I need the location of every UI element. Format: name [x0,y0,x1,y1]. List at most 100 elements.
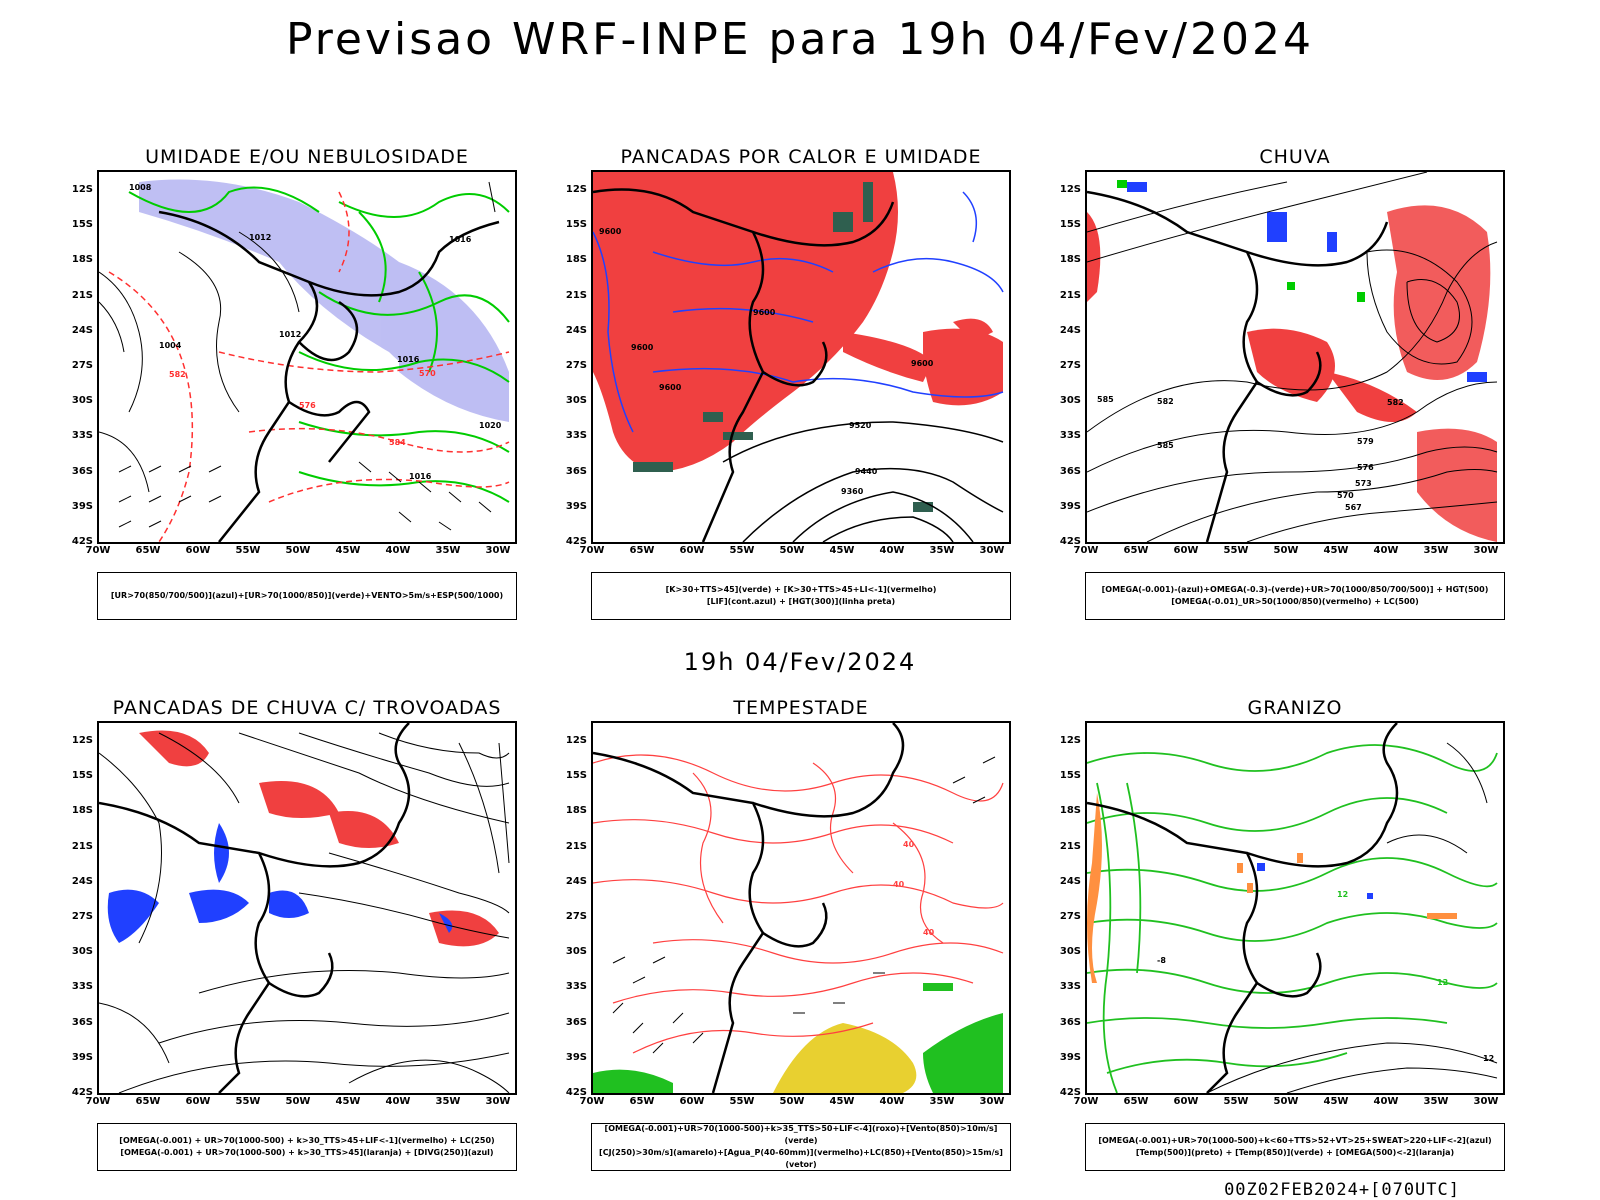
moisture-fill [139,179,509,422]
lat-tick-label: 24S [71,324,93,336]
lat-tick-label: 12S [565,184,587,195]
lat-tick-label: 21S [1059,840,1081,852]
legend-line: [OMEGA(-0.001)-(azul)+OMEGA(-0.3)-(verde… [1101,585,1489,594]
lat-tick-label: 12S [71,735,93,746]
svg-text:585: 585 [1097,395,1114,404]
lon-tick-label: 65W [629,1096,655,1107]
lon-tick-label: 50W [1273,545,1299,556]
svg-text:579: 579 [1357,437,1374,446]
lon-tick-label: 60W [679,545,705,556]
green-fill [1117,180,1365,302]
lon-tick-label: 45W [335,545,361,556]
contour-labels: 9600 9600 9600 9600 9520 9440 9360 9600 [599,227,934,496]
red-fill [593,172,1003,472]
lat-tick-label: 30S [1059,395,1081,407]
lon-tick-label: 45W [1323,545,1349,556]
borders [593,723,905,1093]
lat-tick-label: 24S [565,875,587,887]
lat-tick-label: 15S [565,770,587,782]
panel-title: TEMPESTADE [733,697,869,719]
red-contours [108,191,510,542]
svg-text:40: 40 [903,840,915,849]
lon-tick-label: 40W [385,545,411,556]
lat-tick-label: 36S [71,465,93,477]
svg-text:9600: 9600 [911,359,934,368]
lon-tick-label: 55W [235,545,261,556]
lon-tick-label: 55W [1223,1096,1249,1107]
map-tempestade-svg: 40 40 40 [593,723,1004,1093]
lat-tick-label: 18S [1059,805,1081,817]
map-granizo-svg: 12 12 -8 12 [1087,723,1498,1093]
lat-tick-label: 30S [565,395,587,407]
lat-tick-label: 15S [71,770,93,782]
svg-text:584: 584 [389,438,406,447]
panel-title: PANCADAS POR CALOR E UMIDADE [620,146,982,168]
lon-tick-label: 70W [579,1096,605,1107]
lat-tick-label: 24S [1059,875,1081,887]
panel-title: CHUVA [1259,146,1331,168]
lon-tick-label: 70W [85,1096,111,1107]
svg-text:9440: 9440 [855,467,878,476]
map-umidade: 1008 1012 1016 1004 1012 1016 1020 576 5… [97,170,517,544]
lon-tick-label: 30W [979,545,1005,556]
borders [99,723,411,1093]
lat-tick-label: 33S [71,981,93,993]
lat-tick-label: 24S [565,324,587,336]
lat-tick-label: 42S [71,536,93,547]
svg-text:1016: 1016 [449,235,472,244]
svg-text:1008: 1008 [129,183,152,192]
lon-tick-label: 70W [579,545,605,556]
lat-tick-label: 39S [71,500,93,512]
lat-tick-label: 30S [71,946,93,958]
svg-text:1012: 1012 [279,330,301,339]
hgt-contours [1087,172,1498,542]
legend-line: [OMEGA(-0.001) + UR>70(1000-500) + k>30_… [120,1148,494,1157]
svg-text:12: 12 [1337,890,1348,899]
lon-tick-label: 60W [1173,545,1199,556]
lat-tick-label: 18S [1059,254,1081,266]
lat-tick-label: 27S [71,360,93,371]
lat-tick-label: 21S [71,840,93,852]
lon-tick-label: 35W [435,1096,461,1107]
lat-tick-label: 36S [1059,465,1081,477]
lat-tick-label: 36S [71,1016,93,1028]
contour-labels: 585 582 579 576 573 570 567 585 582 [1097,395,1404,512]
contour-labels: 12 12 -8 12 [1157,890,1494,1063]
lat-tick-label: 21S [1059,289,1081,301]
panel-title: PANCADAS DE CHUVA C/ TROVOADAS [112,697,502,719]
legend-chuva: [OMEGA(-0.001)-(azul)+OMEGA(-0.3)-(verde… [1085,572,1505,620]
legend-pancadas: [K>30+TTS>45](verde) + [K>30+TTS>45+LI<-… [591,572,1011,620]
main-title: Previsao WRF-INPE para 19h 04/Fev/2024 [286,14,1314,65]
lat-tick-label: 42S [565,536,587,547]
lon-tick-label: 65W [1123,1096,1149,1107]
lat-tick-label: 42S [71,1087,93,1098]
legend-line: [Temp(500)](preto) + [Temp(850)](verde) … [1135,1148,1455,1157]
lon-tick-label: 45W [335,1096,361,1107]
black-contours [1206,742,1498,1093]
borders [1087,723,1399,1093]
lat-tick-label: 18S [565,254,587,266]
svg-text:9600: 9600 [631,343,654,352]
lon-tick-label: 35W [929,1096,955,1107]
lat-tick-label: 30S [1059,946,1081,958]
map-trovoadas-svg [99,723,510,1093]
lat-tick-label: 21S [565,840,587,852]
lat-tick-label: 39S [1059,500,1081,512]
legend-line: [OMEGA(-0.001)+UR>70(1000-500)+k<60+TTS>… [1098,1136,1492,1145]
lon-tick-label: 30W [1473,545,1499,556]
lat-tick-label: 21S [71,289,93,301]
lon-tick-label: 60W [1173,1096,1199,1107]
black-isobars [99,231,300,493]
svg-text:585: 585 [1157,441,1174,450]
blue-marks [1257,863,1373,899]
lon-tick-label: 60W [679,1096,705,1107]
lat-tick-label: 15S [1059,219,1081,231]
legend-line: [K>30+TTS>45](verde) + [K>30+TTS>45+LI<-… [665,585,937,594]
svg-text:9600: 9600 [599,227,622,236]
svg-text:573: 573 [1355,479,1372,488]
lon-tick-label: 50W [285,1096,311,1107]
legend-line: [OMEGA(-0.01)_UR>50(1000/850)(vermelho) … [1171,597,1419,606]
svg-text:1004: 1004 [159,341,182,350]
lon-tick-label: 40W [879,1096,905,1107]
svg-text:570: 570 [419,369,436,378]
